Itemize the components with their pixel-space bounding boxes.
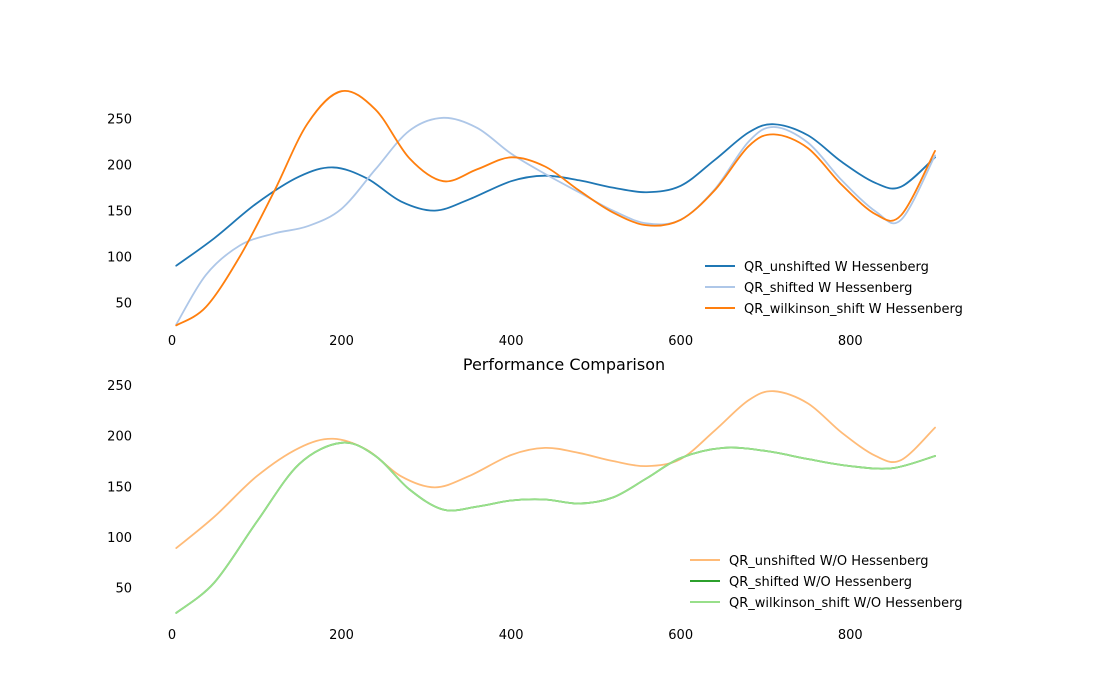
- y-tick-label: 200: [107, 159, 132, 174]
- x-tick-label: 600: [668, 334, 693, 349]
- y-tick-label: 250: [107, 113, 132, 128]
- x-tick-label: 200: [329, 334, 354, 349]
- x-tick-label: 0: [168, 334, 176, 349]
- legend-item: QR_unshifted W/O Hessenberg: [690, 554, 928, 569]
- legend-item: QR_wilkinson_shift W Hessenberg: [705, 302, 963, 317]
- series-line-bottom-2: [175, 441, 936, 614]
- series-line-top-0: [175, 123, 936, 267]
- legend-label: QR_wilkinson_shift W Hessenberg: [744, 302, 963, 317]
- top-panel-w-hessenberg: 0 200 400 600 800 50 100 150 200 250 QR_unshifte…: [107, 89, 963, 349]
- x-tick-label: 400: [499, 334, 524, 349]
- x-tick-label: 800: [838, 334, 863, 349]
- y-tick-label: 100: [107, 531, 132, 546]
- y-tick-label: 200: [107, 430, 132, 445]
- x-tick-label: 400: [499, 628, 524, 643]
- chart-title: Performance Comparison: [463, 355, 665, 374]
- x-tick-label: 800: [838, 628, 863, 643]
- bottom-y-tick-labels: 50 100 150 200 250: [107, 379, 132, 596]
- x-tick-label: 0: [168, 628, 176, 643]
- legend-label: QR_unshifted W/O Hessenberg: [729, 554, 928, 569]
- x-tick-label: 600: [668, 628, 693, 643]
- legend-label: QR_unshifted W Hessenberg: [744, 260, 929, 275]
- top-y-tick-labels: 50 100 150 200 250: [107, 113, 132, 312]
- top-series-lines: [175, 89, 936, 327]
- bottom-series-lines: [175, 390, 936, 614]
- legend-item: QR_unshifted W Hessenberg: [705, 260, 929, 275]
- y-tick-label: 50: [115, 582, 132, 597]
- legend-item: QR_shifted W/O Hessenberg: [690, 575, 912, 590]
- legend-item: QR_wilkinson_shift W/O Hessenberg: [690, 596, 962, 611]
- y-tick-label: 150: [107, 205, 132, 220]
- top-legend: QR_unshifted W Hessenberg QR_shifted W He…: [705, 260, 963, 317]
- x-tick-label: 200: [329, 628, 354, 643]
- series-line-top-2: [175, 89, 936, 327]
- y-tick-label: 250: [107, 379, 132, 394]
- bottom-x-tick-labels: 0 200 400 600 800: [168, 628, 863, 643]
- series-line-top-1: [175, 116, 936, 326]
- top-x-tick-labels: 0 200 400 600 800: [168, 334, 863, 349]
- y-tick-label: 150: [107, 480, 132, 495]
- bottom-panel-wo-hessenberg: 0 200 400 600 800 50 100 150 200 250 QR_unshifte…: [107, 379, 962, 643]
- y-tick-label: 100: [107, 251, 132, 266]
- y-tick-label: 50: [115, 296, 132, 311]
- legend-label: QR_wilkinson_shift W/O Hessenberg: [729, 596, 962, 611]
- bottom-legend: QR_unshifted W/O Hessenberg QR_shifted W/…: [690, 554, 962, 611]
- legend-label: QR_shifted W/O Hessenberg: [729, 575, 912, 590]
- series-line-bottom-0: [175, 390, 936, 549]
- legend-label: QR_shifted W Hessenberg: [744, 281, 912, 296]
- legend-item: QR_shifted W Hessenberg: [705, 281, 912, 296]
